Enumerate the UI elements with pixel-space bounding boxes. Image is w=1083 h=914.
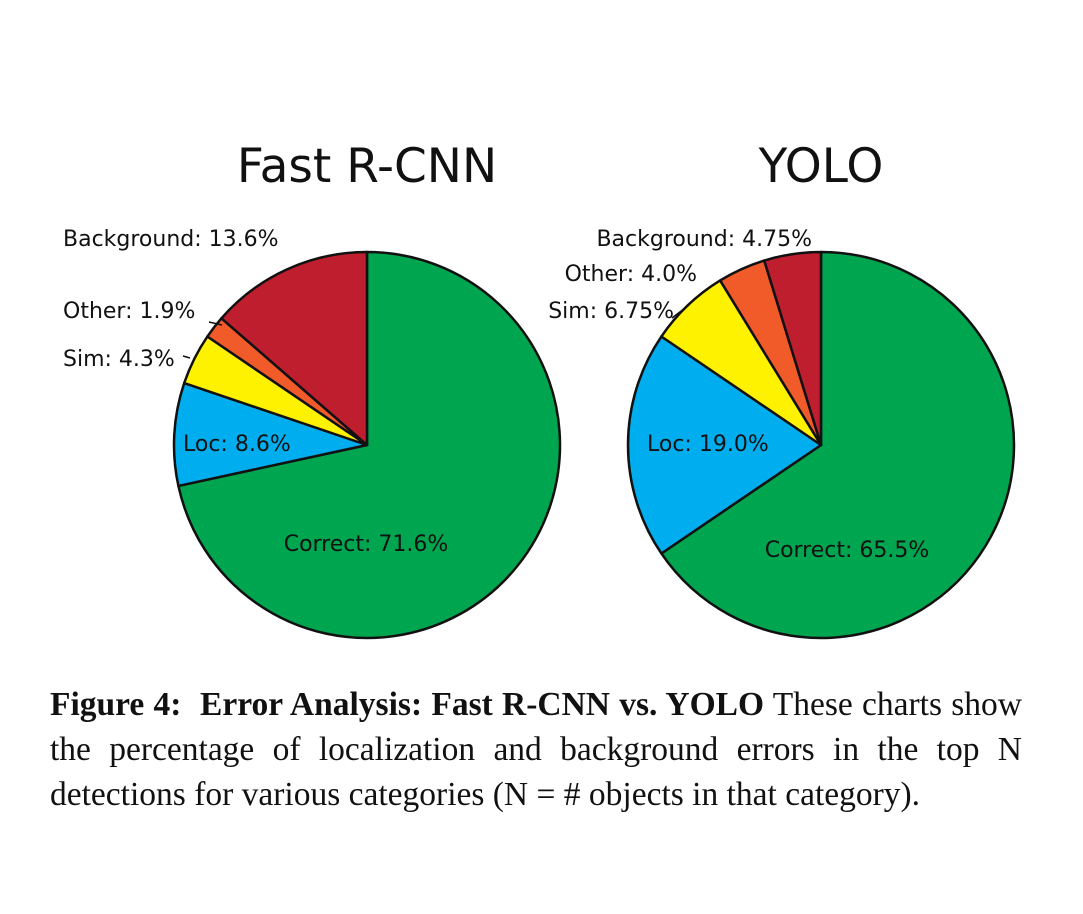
slice-label-loc: Loc: 8.6%: [183, 432, 291, 457]
slice-label-background: Background: 4.75%: [596, 227, 812, 252]
pie-chart-yolo: YOLO Background: 4.75% Other: 4.0% Sim: …: [548, 139, 1016, 640]
caption-text: These charts show the percentage of loca…: [50, 686, 1022, 813]
leader-line-sim: [182, 355, 191, 359]
leaders-fast-rcnn: [182, 321, 223, 359]
leaders-yolo: [671, 304, 690, 319]
pie-slice-loc: [172, 381, 369, 488]
pie-slice-background: [220, 250, 369, 447]
figure-label: Figure 4:: [50, 686, 182, 723]
pie-slice-background: [763, 250, 823, 447]
chart-title-fast-rcnn: Fast R-CNN: [237, 139, 497, 194]
slices-yolo: [626, 250, 1016, 640]
leader-line-other: [208, 321, 223, 326]
slice-label-background: Background: 13.6%: [63, 227, 279, 252]
slice-label-sim: Sim: 4.3%: [63, 347, 175, 372]
leader-line-sim: [671, 304, 690, 319]
pie-slice-correct: [660, 250, 1016, 640]
pie-slice-correct: [177, 250, 562, 640]
slices-fast-rcnn: [172, 250, 562, 640]
pie-slice-loc: [626, 335, 823, 555]
figure-caption: Figure 4: Error Analysis: Fast R-CNN vs.…: [50, 682, 1022, 817]
pie-chart-fast-rcnn: Fast R-CNN Background: 13.6% Other: 1.9%…: [63, 139, 562, 640]
slice-label-loc: Loc: 19.0%: [647, 432, 769, 457]
slice-label-correct: Correct: 65.5%: [765, 538, 930, 563]
slice-label-other: Other: 4.0%: [565, 262, 697, 287]
pie-charts: Fast R-CNN Background: 13.6% Other: 1.9%…: [63, 139, 1016, 640]
slice-label-correct: Correct: 71.6%: [284, 532, 449, 557]
chart-title-yolo: YOLO: [758, 139, 884, 194]
caption-title: Error Analysis: Fast R-CNN vs. YOLO: [200, 686, 765, 723]
slice-label-sim: Sim: 6.75%: [548, 299, 674, 324]
slice-label-other: Other: 1.9%: [63, 299, 195, 324]
